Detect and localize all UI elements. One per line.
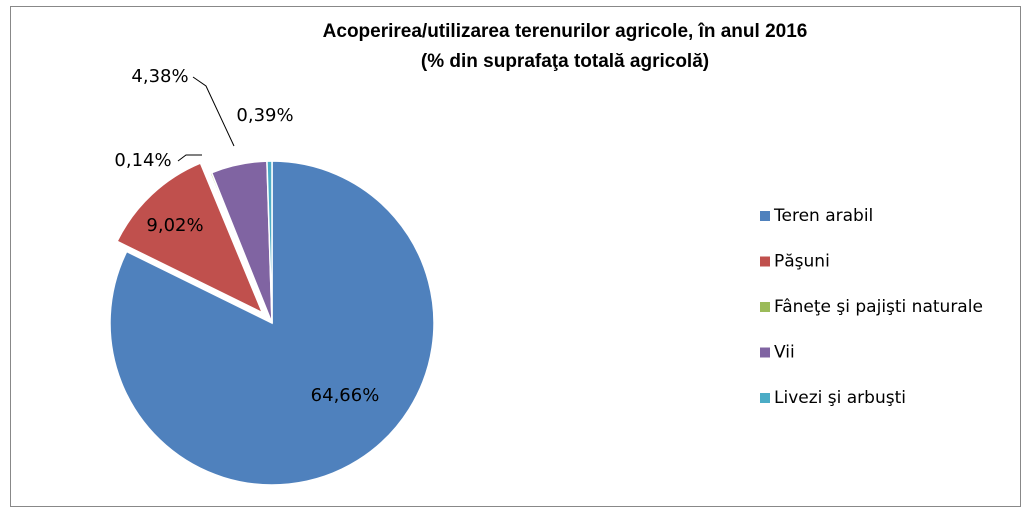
legend-swatch: [760, 302, 770, 312]
legend-label: Livezi şi arbuşti: [774, 388, 906, 408]
pie-slice: [266, 160, 273, 324]
data-label: 9,02%: [146, 215, 203, 236]
legend-swatch: [760, 393, 770, 403]
legend-swatch: [760, 211, 770, 221]
data-label: 4,38%: [131, 66, 188, 87]
chart-title: (% din suprafaţa totală agricolă): [421, 51, 709, 72]
legend-swatch: [760, 347, 770, 358]
leader-line: [192, 76, 235, 147]
data-label: 0,39%: [236, 105, 293, 126]
legend-label: Păşuni: [774, 252, 830, 272]
legend-label: Fâneţe şi pajişti naturale: [774, 297, 983, 317]
chart-title: Acoperirea/utilizarea terenurilor agrico…: [323, 21, 808, 42]
legend-label: Teren arabil: [773, 206, 873, 226]
data-label: 64,66%: [311, 385, 380, 406]
data-label: 0,14%: [114, 150, 171, 171]
legend-label: Vii: [774, 343, 795, 363]
leader-line: [177, 154, 202, 162]
pie-slice: [116, 162, 264, 315]
legend-swatch: [760, 256, 770, 267]
